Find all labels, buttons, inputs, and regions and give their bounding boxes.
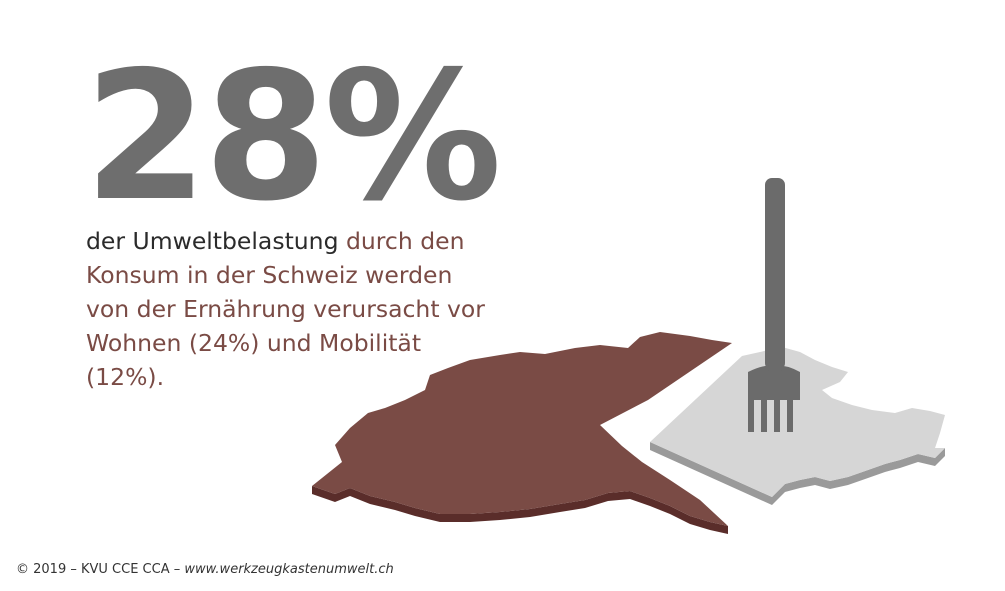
switzerland-map-grey-piece [650,347,945,505]
description-dark-part: der Umweltbelastung [86,227,339,255]
brown-piece-top [312,332,732,526]
fork-neck [768,356,782,372]
fork-icon [748,178,800,432]
fork-handle [765,178,785,370]
footer-url[interactable]: www.werkzeugkastenumwelt.ch [184,562,394,577]
description-accent-part: durch den Konsum in der Schweiz werden v… [86,227,485,391]
grey-piece-top [650,347,945,497]
footer-copyright: © 2019 – KVU CCE CCA – [16,562,185,577]
fork-head [748,365,800,432]
switzerland-map-brown-piece [312,332,732,534]
headline-percentage: 28% [84,33,502,240]
description-text: der Umweltbelastung durch den Konsum in … [86,224,486,394]
footer-credit: © 2019 – KVU CCE CCA – www.werkzeugkaste… [16,562,394,577]
grey-piece-side [650,442,945,505]
